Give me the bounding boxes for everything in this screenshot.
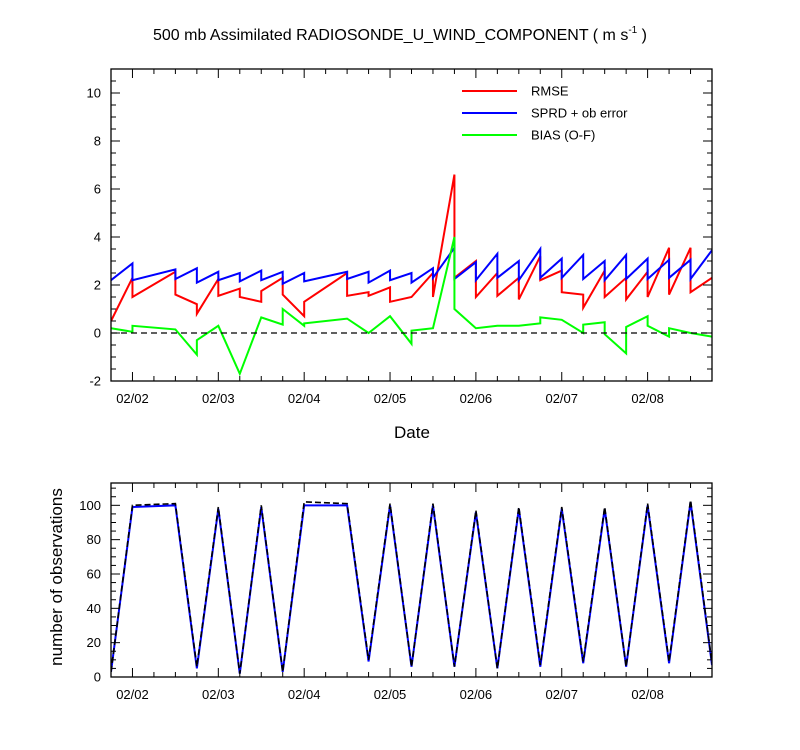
bottom-xtick-label: 02/05 <box>374 687 407 702</box>
legend-label-2: BIAS (O-F) <box>531 128 595 143</box>
legend-label-1: SPRD + ob error <box>531 106 628 121</box>
top-xtick-label: 02/07 <box>545 391 578 406</box>
title-close: ) <box>637 27 647 44</box>
top-plot-frame <box>110 68 713 382</box>
bottom-ytick-label: 60 <box>87 566 101 581</box>
y-axis-title: number of observations <box>47 488 66 666</box>
top-ytick-label: 0 <box>94 326 101 341</box>
top-ytick-label: 6 <box>94 182 101 197</box>
bottom-ytick-label: 0 <box>94 670 101 685</box>
bottom-xtick-label: 02/02 <box>116 687 149 702</box>
title-unit-superscript: -1 <box>628 25 637 36</box>
top-ytick-label: -2 <box>89 374 101 389</box>
bottom-xtick-label: 02/04 <box>288 687 321 702</box>
top-series-sprd-ob-error <box>111 244 712 286</box>
bottom-xtick-label: 02/08 <box>631 687 664 702</box>
top-ytick-label: 4 <box>94 230 101 245</box>
bottom-ytick-label: 80 <box>87 532 101 547</box>
top-series-bias-o-f <box>111 236 712 377</box>
bottom-series-obs-possible <box>111 500 712 674</box>
bottom-panel: 0 20 40 60 80 100 02/02 02/03 02/04 02/05 02/06 02/… <box>79 482 713 702</box>
top-xtick-label: 02/06 <box>460 391 493 406</box>
chart-title: 500 mb Assimilated RADIOSONDE_U_WIND_COM… <box>153 25 647 44</box>
top-xtick-label: 02/08 <box>631 391 664 406</box>
bottom-ytick-label: 40 <box>87 601 101 616</box>
top-panel: -2 0 2 4 6 8 10 02/02 02/03 02/04 02/05 02/06 02/07 0… <box>87 68 713 406</box>
bottom-xtick-label: 02/07 <box>545 687 578 702</box>
top-ytick-label: 10 <box>87 86 101 101</box>
legend: RMSE SPRD + ob error BIAS (O-F) <box>462 84 628 143</box>
top-xtick-label: 02/03 <box>202 391 235 406</box>
bottom-xtick-label: 02/03 <box>202 687 235 702</box>
bottom-ytick-label: 20 <box>87 635 101 650</box>
bottom-ytick-label: 100 <box>79 498 101 513</box>
top-ytick-label: 2 <box>94 278 101 293</box>
top-ytick-label: 8 <box>94 134 101 149</box>
x-axis-title: Date <box>394 423 430 442</box>
top-xtick-label: 02/04 <box>288 391 321 406</box>
top-xtick-label: 02/05 <box>374 391 407 406</box>
legend-label-0: RMSE <box>531 84 569 99</box>
top-xtick-label: 02/02 <box>116 391 149 406</box>
bottom-xtick-label: 02/06 <box>460 687 493 702</box>
title-main: 500 mb Assimilated RADIOSONDE_U_WIND_COM… <box>153 27 628 44</box>
bottom-plot-frame <box>110 482 713 678</box>
top-series-rmse <box>111 174 712 322</box>
